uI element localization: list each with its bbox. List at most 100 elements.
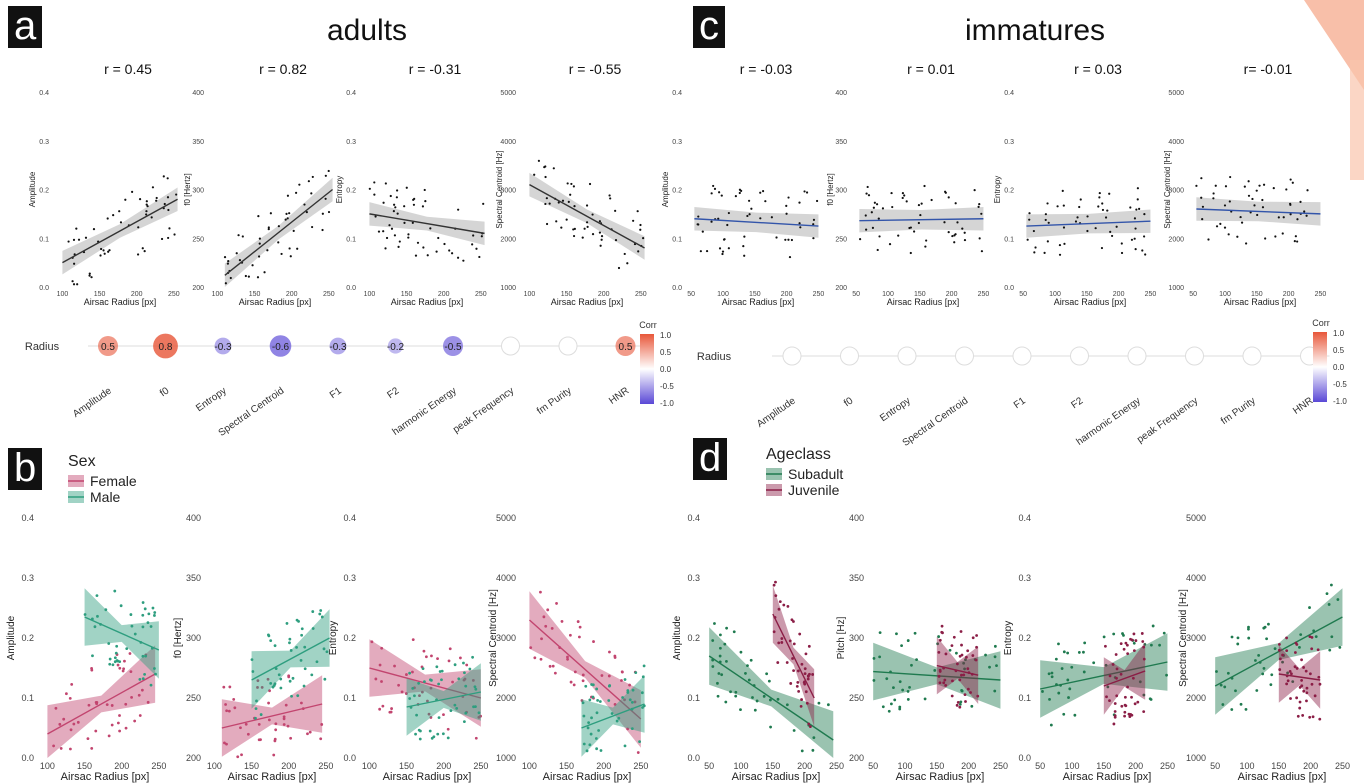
data-point [628, 683, 631, 687]
data-point [413, 694, 416, 698]
y-tick-label: 0.1 [21, 693, 34, 703]
corr-legend-tick: 0.0 [660, 365, 672, 374]
regression-line [1040, 661, 1168, 690]
data-point [86, 737, 90, 740]
data-point [321, 212, 324, 215]
data-point [592, 640, 595, 643]
data-point [1120, 251, 1124, 255]
data-point [236, 755, 240, 759]
data-point [751, 696, 754, 699]
data-point [591, 232, 595, 236]
y-tick-label: 0.3 [346, 139, 356, 146]
data-point [974, 658, 978, 662]
regression-line [859, 218, 984, 222]
data-point [1104, 663, 1108, 667]
data-point [384, 182, 387, 185]
data-point [263, 271, 266, 274]
data-point [933, 669, 937, 672]
data-point [408, 671, 412, 675]
data-point [1123, 703, 1127, 707]
data-point [1277, 216, 1280, 219]
data-point [960, 673, 963, 677]
data-point [256, 686, 259, 689]
data-point [223, 741, 226, 745]
y-tick-label: 0.3 [39, 139, 49, 146]
data-point [956, 221, 959, 224]
data-point [984, 653, 987, 657]
y-tick-label: 4000 [1168, 139, 1184, 146]
y-tick-label: 0.1 [39, 236, 49, 243]
data-point [96, 614, 99, 618]
data-point [767, 679, 771, 683]
data-point [637, 250, 640, 253]
data-point [1304, 669, 1308, 673]
data-point [267, 228, 270, 231]
corr-circle [214, 337, 232, 355]
data-point [710, 192, 713, 195]
data-point [1105, 695, 1108, 699]
data-point [1264, 237, 1267, 240]
data-point [734, 690, 738, 694]
data-point [1247, 625, 1250, 629]
x-tick-label: 200 [1303, 761, 1318, 771]
data-point [1106, 685, 1110, 689]
corr-empty-circle [1127, 346, 1147, 366]
data-point [1286, 679, 1290, 683]
data-point [411, 221, 414, 224]
data-point [449, 709, 453, 713]
chart-panel-d-1: 0.0 0.1 0.2 0.3 0.4 50 100 150 200 250 Airsac Radi… [672, 513, 844, 783]
data-point [54, 706, 58, 710]
data-point [908, 686, 911, 689]
data-point [585, 204, 589, 207]
x-tick-label: 100 [897, 761, 912, 771]
data-point [145, 200, 148, 203]
y-tick-label: 0.0 [672, 285, 682, 292]
data-point [1123, 695, 1127, 699]
data-point [1328, 648, 1332, 652]
data-point [277, 673, 281, 677]
data-point [1285, 682, 1289, 686]
data-point [302, 684, 306, 688]
data-point [303, 203, 306, 206]
data-point [1043, 251, 1046, 254]
corr-circle [153, 333, 178, 359]
panel-label-a: a [8, 6, 43, 48]
data-point [753, 708, 757, 712]
x-tick-label: 100 [212, 291, 224, 298]
data-point [724, 700, 728, 704]
regression-line [84, 616, 160, 651]
corr-empty-circle [1012, 346, 1032, 366]
data-point [303, 667, 307, 671]
data-point [1062, 712, 1066, 716]
x-tick-label: 250 [168, 291, 180, 298]
data-point [591, 213, 594, 216]
data-point [588, 743, 592, 747]
data-point [1224, 185, 1228, 188]
data-point [909, 226, 913, 229]
data-point [718, 191, 721, 194]
data-point [1207, 238, 1210, 241]
data-point [808, 672, 811, 676]
data-point [1026, 238, 1029, 241]
x-axis-label: Airsac Radius [px] [1224, 297, 1297, 307]
data-point [146, 700, 150, 704]
data-point [811, 673, 815, 676]
data-point [872, 206, 875, 209]
data-point [1068, 687, 1072, 691]
y-tick-label: 0.0 [21, 753, 34, 763]
corr-row-a: Radius 0.5Amplitude0.8f0-0.3Entropy-0.6Sp… [25, 320, 674, 439]
data-point [94, 729, 98, 733]
data-point [1033, 251, 1036, 254]
data-point [267, 226, 270, 229]
data-point [415, 713, 418, 717]
data-point [784, 238, 787, 241]
data-point [291, 676, 295, 680]
data-point [1141, 640, 1145, 643]
legend-item-label: Subadult [788, 466, 843, 482]
data-point [1143, 212, 1146, 216]
data-point [279, 677, 283, 681]
data-point [437, 236, 440, 240]
corr-value-label: -0.3 [214, 342, 232, 353]
